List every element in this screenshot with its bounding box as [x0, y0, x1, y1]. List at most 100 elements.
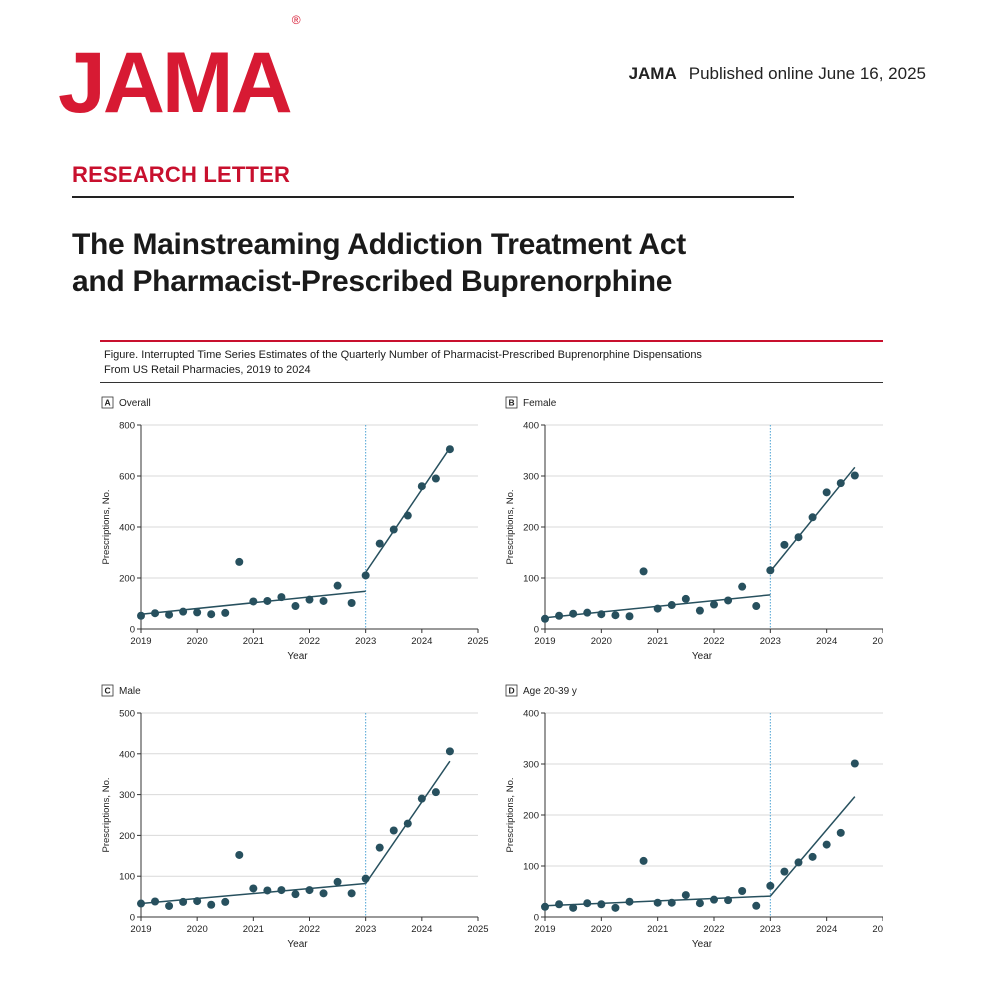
data-point [738, 886, 747, 895]
data-point [724, 896, 733, 905]
data-point [597, 900, 606, 909]
data-point [431, 474, 440, 483]
y-tick-label: 100 [523, 574, 539, 585]
panel-letter: A [105, 398, 111, 408]
data-point [808, 852, 817, 861]
trend-line-post [365, 447, 451, 573]
x-tick-label: 2019 [130, 924, 151, 935]
trend-line-post [769, 796, 856, 897]
data-point [681, 594, 690, 603]
data-point [710, 600, 718, 609]
y-tick-label: 200 [119, 831, 135, 842]
x-axis-title: Year [287, 939, 308, 950]
y-tick-label: 300 [523, 760, 539, 771]
data-point [611, 611, 620, 620]
x-tick-label: 2025 [467, 924, 488, 935]
data-point [277, 593, 286, 602]
y-axis-title: Prescriptions, No. [101, 778, 112, 853]
data-point [639, 856, 648, 865]
data-point [291, 890, 300, 899]
y-tick-label: 600 [119, 472, 135, 483]
data-point [375, 539, 384, 548]
data-point [836, 479, 845, 488]
x-tick-label: 2025 [467, 636, 488, 647]
x-axis-title: Year [692, 939, 713, 950]
data-point [403, 511, 412, 520]
y-axis-title: Prescriptions, No. [101, 490, 112, 565]
y-tick-label: 800 [119, 421, 135, 432]
data-point [695, 899, 704, 908]
data-point [625, 897, 634, 906]
data-point [695, 606, 704, 615]
data-point [794, 858, 803, 867]
section-rule [72, 196, 794, 198]
x-tick-label: 2023 [355, 924, 376, 935]
publication-info: JAMA Published online June 16, 2025 [629, 64, 926, 84]
trend-line-pre [140, 882, 366, 905]
x-tick-label: 2023 [760, 924, 781, 935]
x-tick-label: 2020 [187, 924, 208, 935]
data-point [249, 597, 258, 606]
data-point [151, 609, 160, 618]
data-point [541, 902, 549, 911]
x-tick-label: 2021 [647, 924, 668, 935]
data-point [305, 886, 314, 895]
data-point [165, 901, 174, 910]
data-point [653, 604, 662, 613]
x-tick-label: 2023 [760, 636, 781, 647]
data-point [766, 566, 775, 575]
data-point [431, 788, 440, 797]
panel-letter-box [101, 684, 114, 697]
data-point [766, 881, 775, 890]
y-tick-label: 200 [523, 523, 539, 534]
x-tick-label: 2024 [411, 636, 432, 647]
panel-title: Male [119, 686, 141, 697]
data-point [235, 557, 244, 566]
journal-name: JAMA [628, 64, 677, 83]
y-tick-label: 400 [119, 523, 135, 534]
data-point [263, 596, 272, 605]
data-point [347, 889, 356, 898]
y-tick-label: 400 [119, 749, 135, 760]
figure-caption-rule [100, 382, 883, 383]
chart-panel-b: B Female 0 100 200 300 400 2019 2020 2021 2022 2023… [505, 396, 883, 662]
data-point [151, 897, 160, 906]
figure-charts: A Overall 0 200 400 600 800 2019 2020 2021 2022 202… [101, 396, 883, 950]
data-point [808, 513, 817, 522]
data-point [165, 610, 174, 619]
data-point [389, 525, 398, 534]
data-point [319, 889, 328, 898]
data-point [445, 445, 454, 454]
data-point [291, 602, 300, 611]
y-tick-label: 400 [523, 709, 539, 720]
chart-panel-d: D Age 20-39 y 0 100 200 300 400 2019 2020 2021 202… [505, 684, 883, 950]
data-point [179, 897, 188, 906]
data-point [681, 891, 690, 900]
x-tick-label: 2024 [816, 924, 837, 935]
data-point [263, 886, 272, 895]
registered-mark: ® [291, 13, 301, 28]
x-tick-label: 2019 [534, 924, 555, 935]
x-tick-label: 2021 [243, 924, 264, 935]
x-axis-title: Year [287, 651, 308, 662]
panel-letter: D [509, 686, 515, 696]
data-point [305, 595, 314, 604]
data-point [445, 747, 454, 756]
data-point [780, 867, 789, 876]
data-point [752, 901, 761, 910]
data-point [583, 899, 592, 908]
x-tick-label: 2022 [703, 636, 724, 647]
panel-title: Female [523, 398, 557, 409]
figure-top-rule [100, 340, 883, 342]
x-tick-label: 2020 [591, 924, 612, 935]
data-point [794, 533, 803, 542]
x-tick-label: 2023 [355, 636, 376, 647]
panel-letter: B [509, 398, 515, 408]
data-point [822, 840, 831, 849]
x-tick-label: 2024 [411, 924, 432, 935]
jama-logo: JAMA® [58, 14, 301, 126]
data-point [375, 843, 384, 852]
x-tick-label: 2020 [187, 636, 208, 647]
data-point [179, 607, 188, 616]
y-tick-label: 0 [534, 625, 539, 636]
